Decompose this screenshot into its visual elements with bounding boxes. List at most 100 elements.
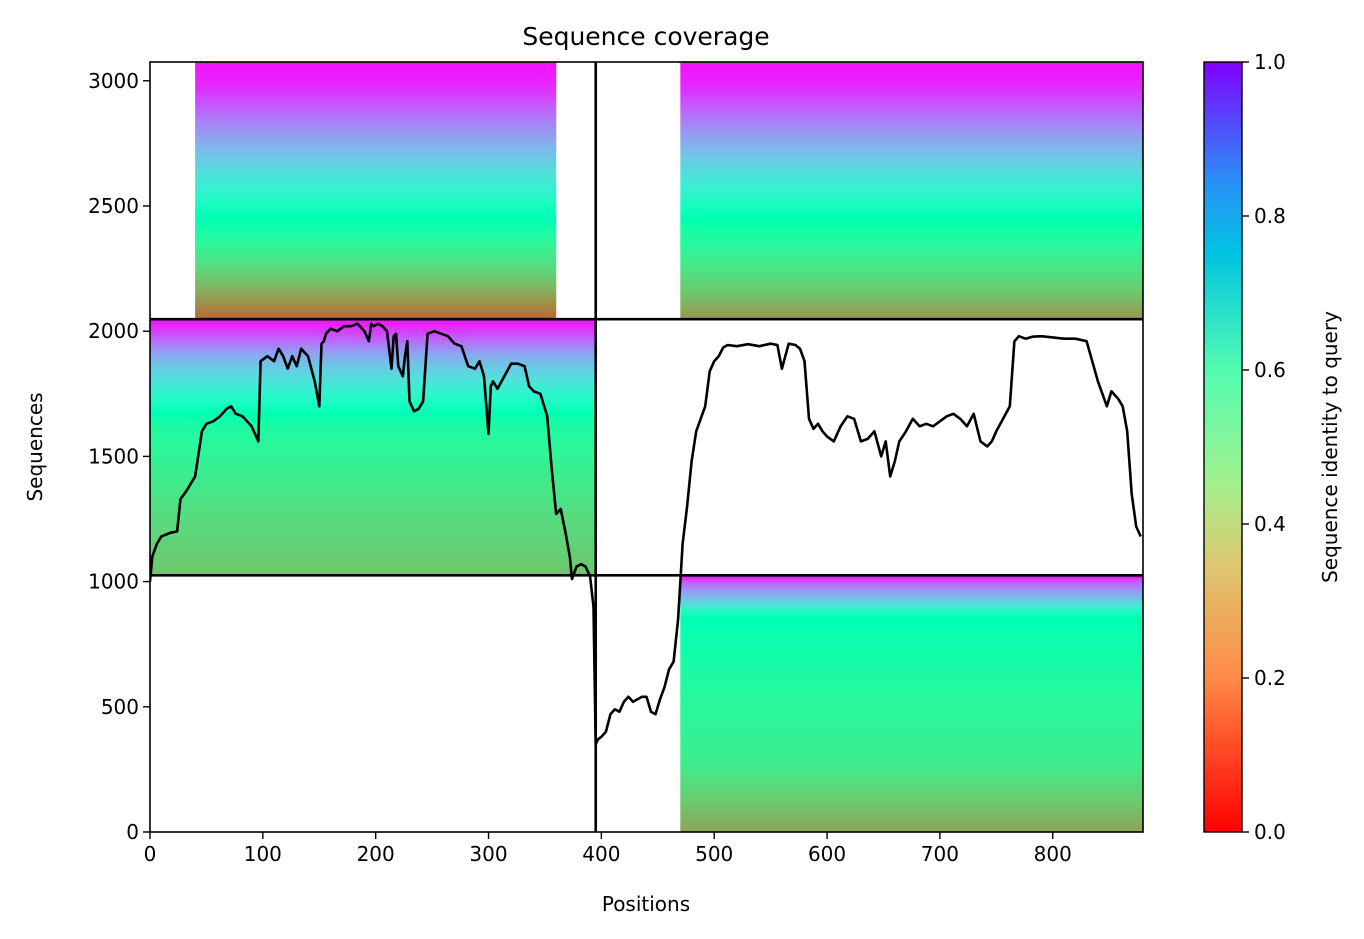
heat-cell	[195, 102, 557, 105]
heat-cell	[680, 134, 1143, 137]
heat-cell	[680, 716, 1143, 719]
heat-cell	[680, 239, 1143, 242]
heat-cell	[195, 248, 557, 251]
heat-cell	[195, 260, 557, 263]
heat-cell	[150, 390, 596, 393]
heat-cell	[195, 153, 557, 156]
heat-cell	[680, 744, 1143, 747]
heat-cell	[195, 138, 557, 141]
heat-cell	[150, 453, 596, 456]
heat-cell	[150, 569, 596, 572]
heat-cell	[680, 262, 1143, 264]
heat-cell	[680, 238, 1143, 240]
heat-cell	[680, 86, 1143, 89]
heat-cell	[195, 177, 557, 180]
heat-cell	[150, 349, 596, 352]
heat-cell	[680, 223, 1143, 225]
heat-cell	[680, 621, 1143, 624]
heat-cell	[150, 560, 596, 563]
heat-cell	[195, 212, 557, 215]
heat-cell	[680, 316, 1143, 319]
heat-cell	[195, 63, 557, 66]
heat-cell	[150, 510, 596, 513]
heat-cell	[195, 80, 557, 83]
heat-cell	[680, 731, 1143, 734]
heat-cell	[195, 239, 557, 242]
heat-cell	[680, 782, 1143, 785]
heat-cell	[680, 635, 1143, 638]
heat-cell	[680, 256, 1143, 258]
heat-cell	[680, 174, 1143, 177]
heat-cell	[195, 280, 557, 283]
heat-cell	[680, 663, 1143, 666]
heat-cell	[195, 83, 557, 86]
y-tick-label: 500	[101, 695, 139, 719]
heat-cell	[680, 132, 1143, 135]
heat-cell	[195, 313, 557, 316]
heat-cell	[680, 272, 1143, 275]
heat-cell	[150, 396, 596, 399]
heat-cell	[680, 126, 1143, 129]
heat-cell	[150, 414, 596, 417]
heat-cell	[680, 783, 1143, 786]
y-tick-label: 1500	[88, 444, 139, 468]
heat-cell	[680, 186, 1143, 189]
heat-cell	[680, 204, 1143, 207]
heat-cell	[150, 495, 596, 498]
heat-cell	[195, 99, 557, 102]
heat-cell	[680, 233, 1143, 236]
heat-cell	[195, 179, 557, 182]
heat-cell	[680, 675, 1143, 678]
y-tick-label: 0	[126, 820, 139, 844]
heat-cell	[680, 292, 1143, 295]
heat-cell	[680, 68, 1143, 71]
heat-cell	[680, 259, 1143, 261]
colorbar	[1203, 61, 1243, 833]
heat-cell	[680, 215, 1143, 218]
heat-cell	[680, 212, 1143, 215]
heat-cell	[150, 488, 596, 491]
heat-cell	[680, 590, 1143, 593]
heat-cell	[680, 65, 1143, 68]
heat-cell	[680, 144, 1143, 147]
heat-cell	[195, 226, 557, 228]
heat-cell	[680, 780, 1143, 783]
heat-cell	[195, 269, 557, 272]
heat-cell	[680, 630, 1143, 633]
heat-cell	[195, 227, 557, 230]
heat-cell	[195, 116, 557, 119]
heat-cell	[680, 104, 1143, 107]
heat-cell	[150, 554, 596, 557]
heat-cell	[680, 779, 1143, 782]
heat-cell	[150, 432, 596, 435]
heat-cell	[195, 66, 557, 69]
heat-cell	[150, 555, 596, 558]
heat-cell	[680, 623, 1143, 626]
heat-cell	[195, 186, 557, 189]
heat-cell	[680, 786, 1143, 789]
heat-cell	[150, 479, 596, 482]
heat-cell	[150, 461, 596, 464]
heat-cell	[150, 452, 596, 455]
heat-cell	[680, 737, 1143, 740]
heat-cell	[150, 521, 596, 524]
heat-cell	[680, 801, 1143, 804]
heat-cell	[680, 66, 1143, 69]
heat-cell	[680, 271, 1143, 273]
heat-cell	[680, 217, 1143, 219]
heat-cell	[150, 483, 596, 486]
heat-cell	[680, 749, 1143, 752]
heat-cell	[150, 552, 596, 555]
heat-cell	[195, 217, 557, 219]
heat-cell	[195, 233, 557, 236]
heat-cell	[150, 534, 596, 537]
heat-cell	[195, 304, 557, 307]
heat-cell	[150, 524, 596, 527]
heat-cell	[680, 603, 1143, 606]
heat-cell	[195, 111, 557, 114]
heat-cell	[680, 253, 1143, 255]
heat-cell	[680, 266, 1143, 269]
chart-title: Sequence coverage	[522, 22, 769, 51]
heat-cell	[195, 71, 557, 74]
heat-cell	[150, 528, 596, 531]
